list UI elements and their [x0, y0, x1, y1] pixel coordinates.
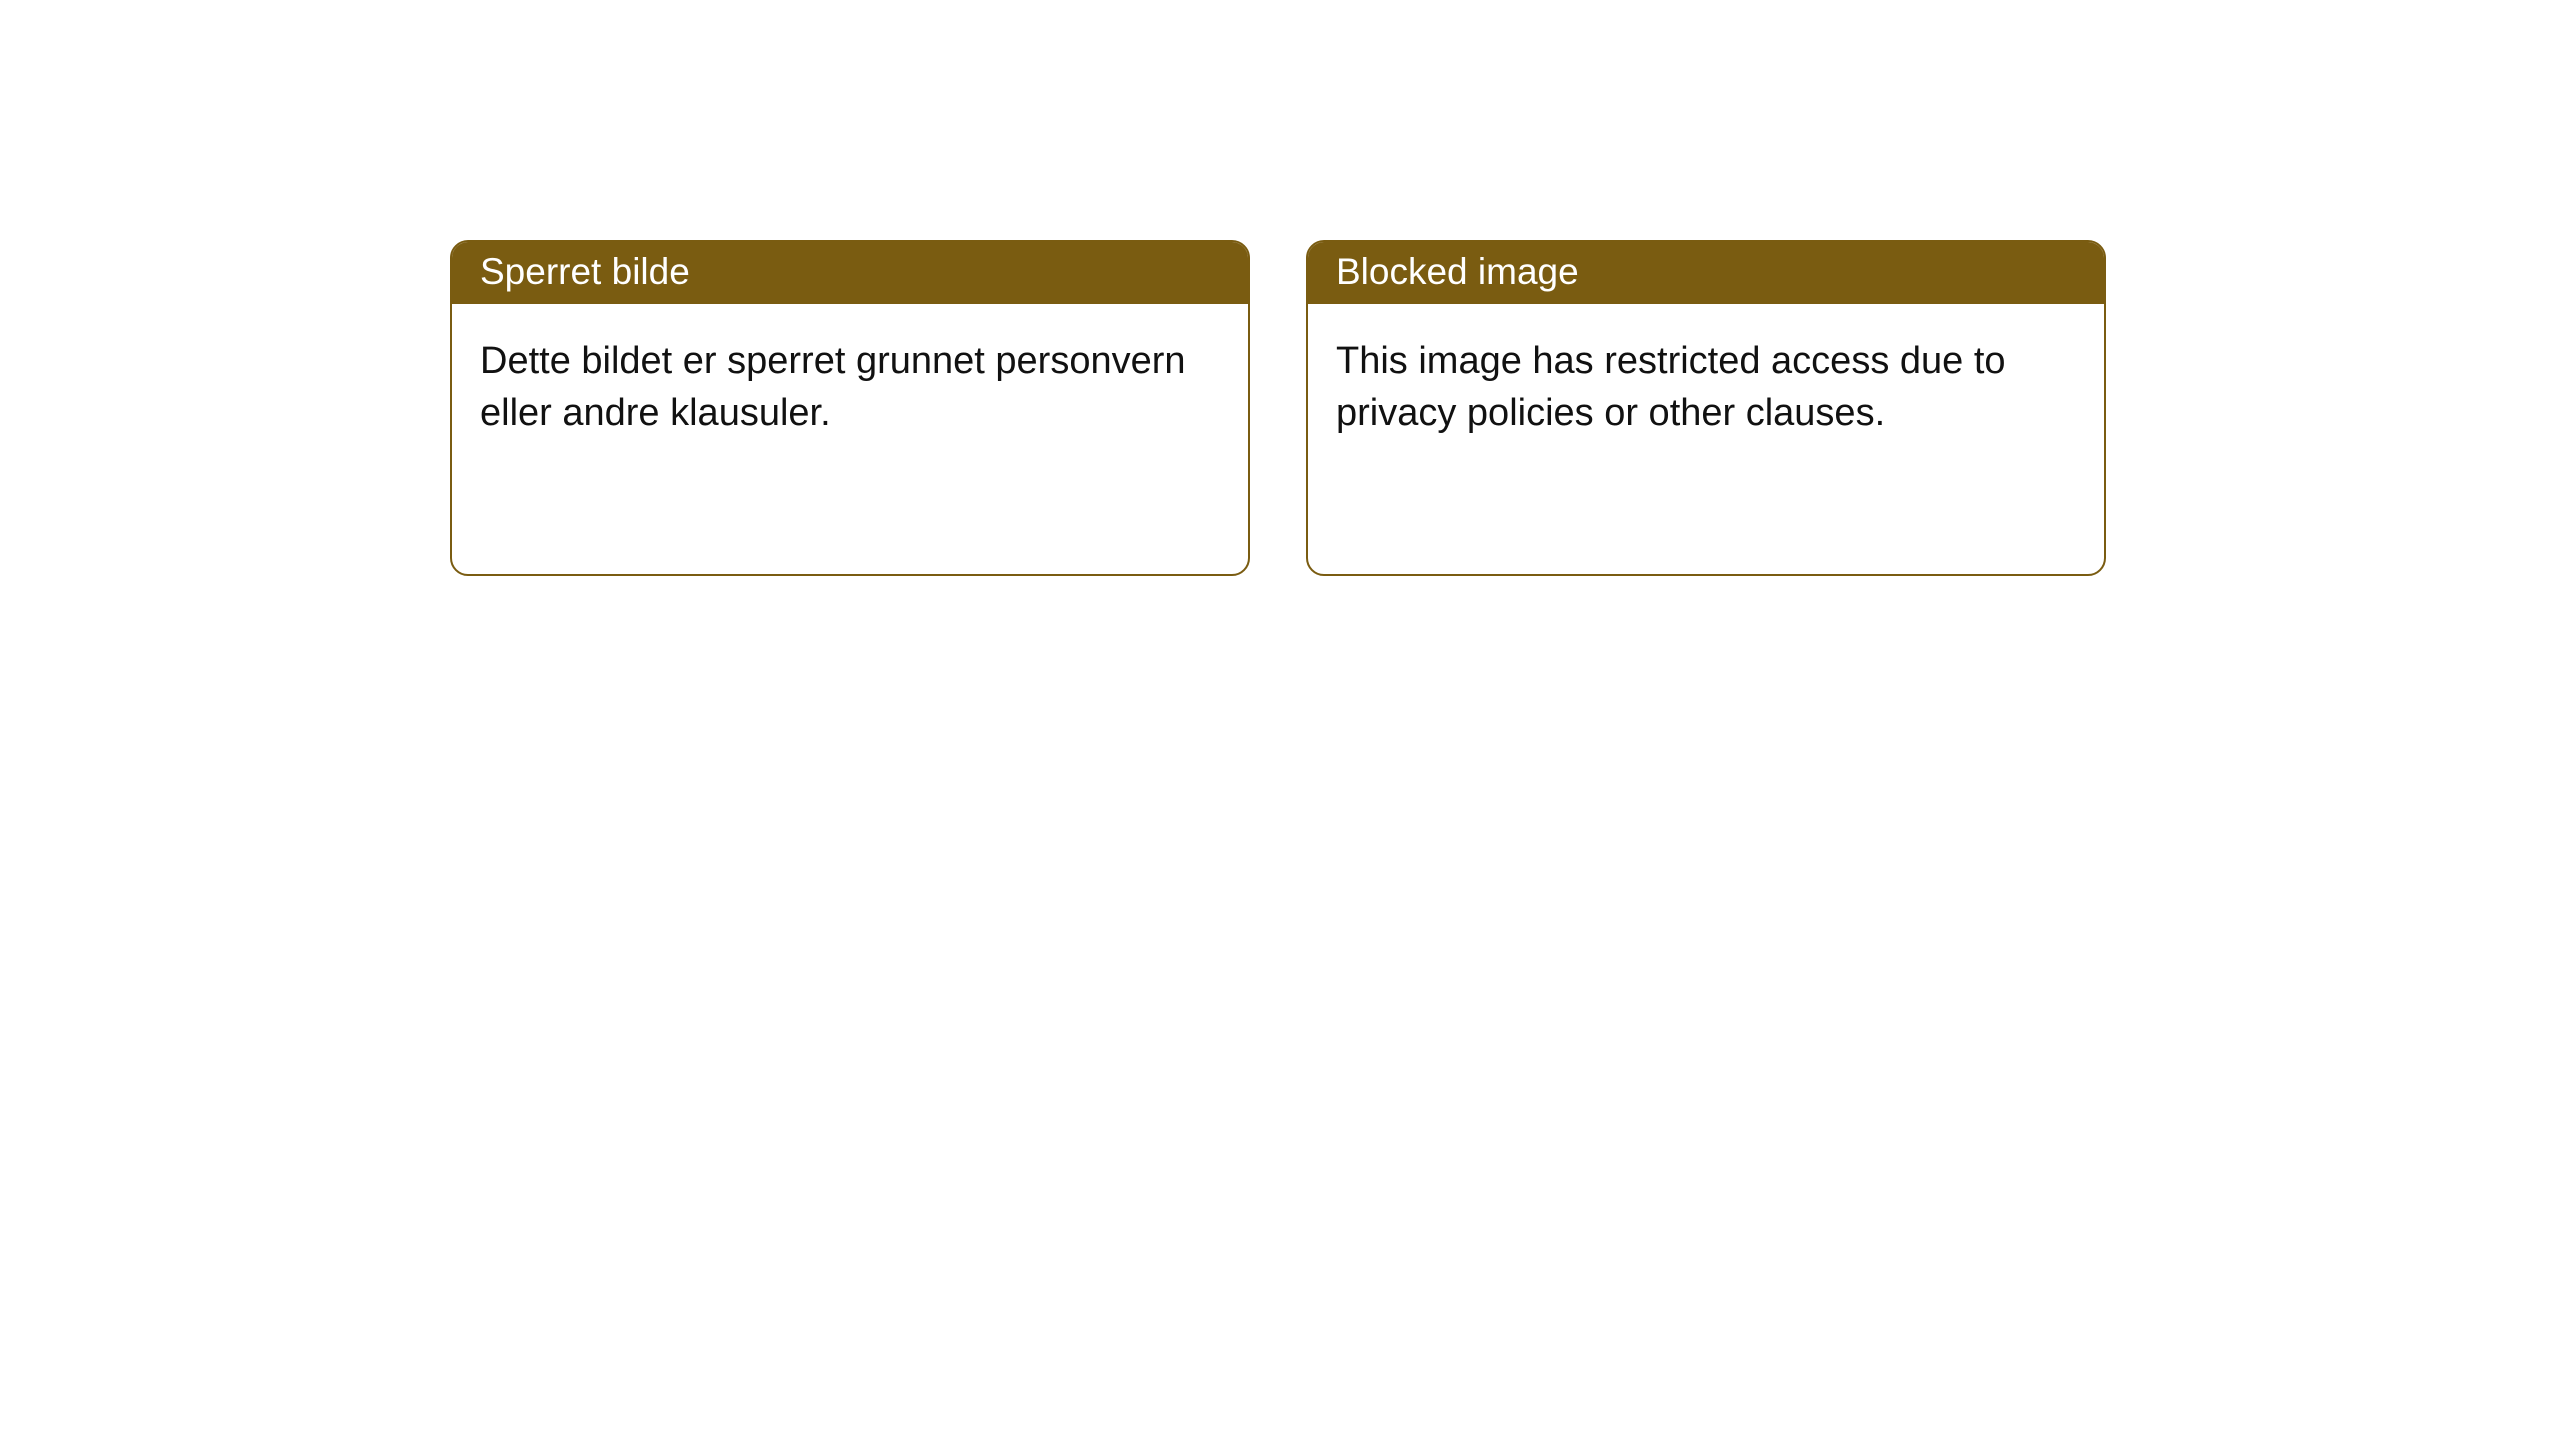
notice-title-english: Blocked image	[1308, 242, 2104, 304]
notice-title-norwegian: Sperret bilde	[452, 242, 1248, 304]
notice-card-norwegian: Sperret bilde Dette bildet er sperret gr…	[450, 240, 1250, 576]
notice-body-english: This image has restricted access due to …	[1308, 304, 2104, 471]
notice-card-english: Blocked image This image has restricted …	[1306, 240, 2106, 576]
notice-body-norwegian: Dette bildet er sperret grunnet personve…	[452, 304, 1248, 471]
notice-container: Sperret bilde Dette bildet er sperret gr…	[0, 0, 2560, 576]
